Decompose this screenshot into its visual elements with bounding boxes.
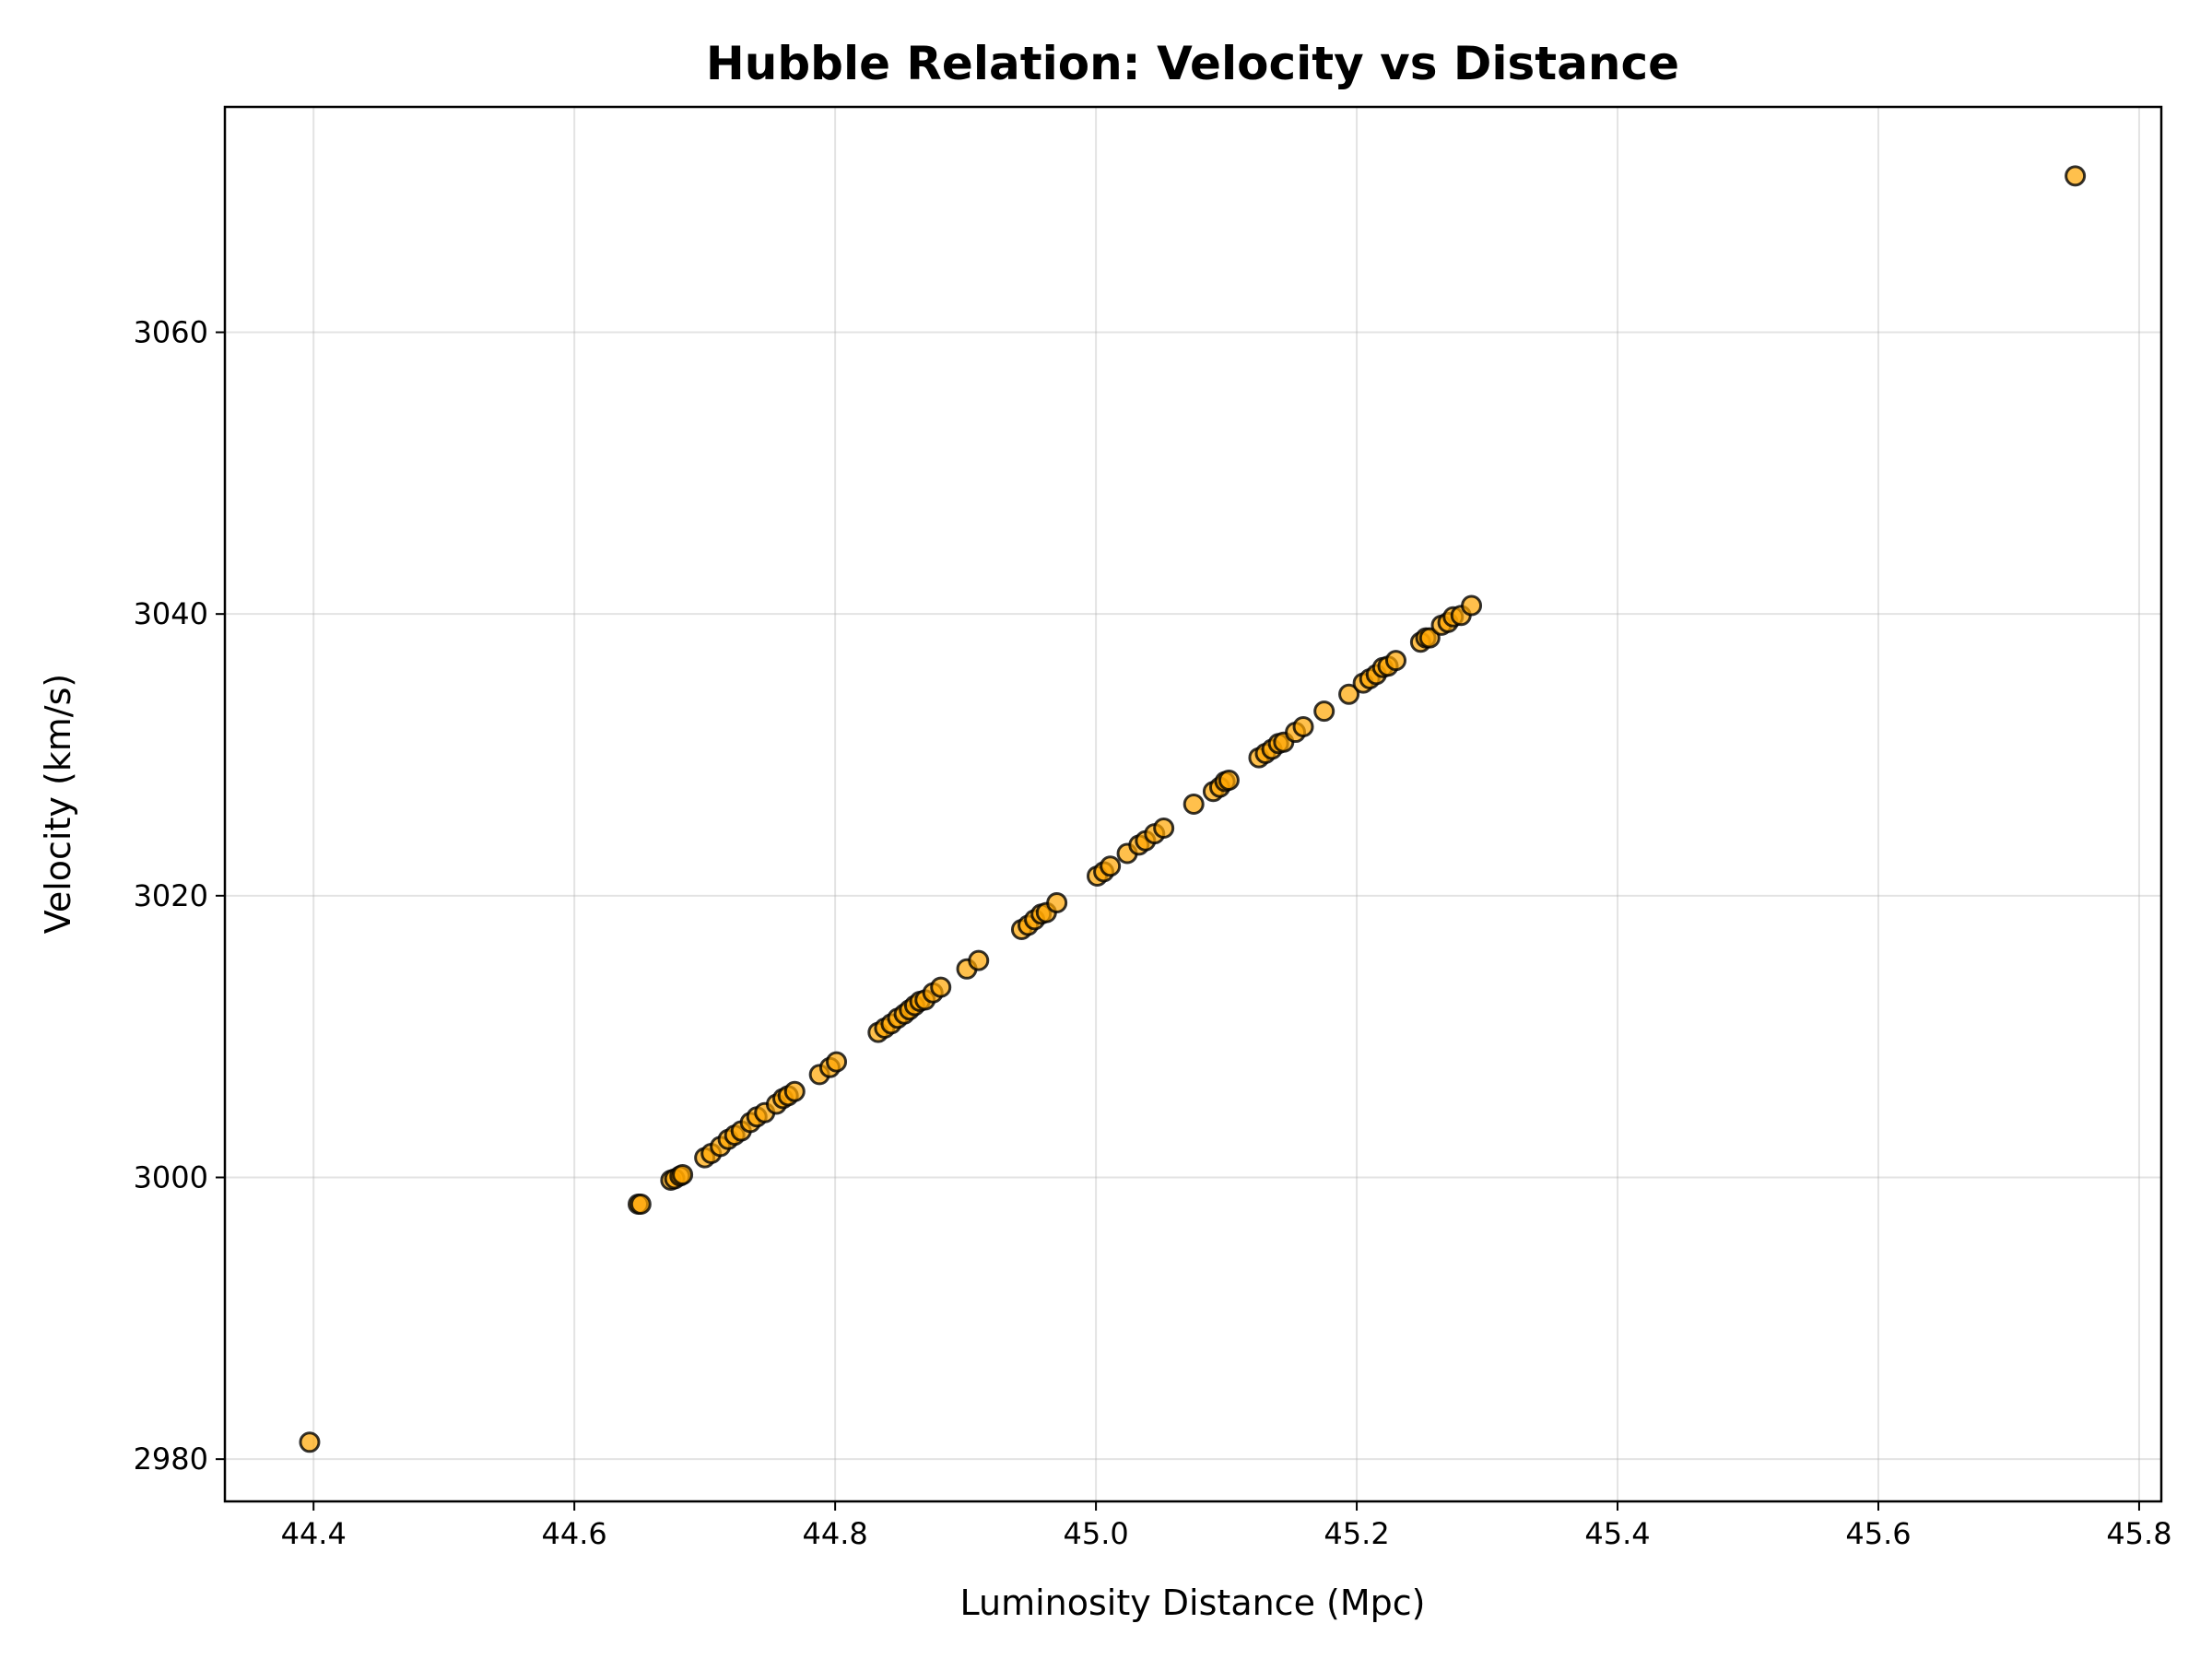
data-point (1338, 683, 1360, 705)
data-point (299, 1431, 321, 1453)
data-point (1461, 594, 1483, 617)
x-tick-label: 45.0 (1063, 1516, 1128, 1551)
data-point (1153, 817, 1175, 839)
x-axis-label: Luminosity Distance (Mpc) (959, 1583, 1425, 1623)
data-point (968, 949, 990, 971)
data-point (826, 1051, 848, 1073)
y-tick-label: 3000 (134, 1159, 208, 1194)
x-tick-label: 44.8 (803, 1516, 868, 1551)
data-point (930, 976, 952, 998)
y-axis-label: Velocity (km/s) (38, 674, 78, 934)
x-tick-label: 45.4 (1584, 1516, 1650, 1551)
y-tick-label: 3040 (134, 596, 208, 631)
axis-ticks: 44.4 44.6 44.8 45.0 45.2 45.4 45.6 45.8 2980 3000… (134, 315, 2172, 1551)
data-point (783, 1080, 806, 1102)
data-point (1418, 627, 1441, 649)
data-point (1218, 770, 1240, 792)
data-point (1313, 700, 1335, 723)
y-tick-label: 2980 (134, 1441, 208, 1477)
data-point (1182, 794, 1205, 815)
data-point (2065, 165, 2087, 187)
x-tick-label: 45.2 (1324, 1516, 1389, 1551)
data-point (1100, 855, 1122, 877)
data-point (629, 1194, 652, 1216)
x-tick-label: 44.4 (281, 1516, 347, 1551)
x-tick-label: 45.8 (2106, 1516, 2171, 1551)
data-point (1292, 715, 1314, 737)
grid (225, 107, 2161, 1501)
y-tick-label: 3060 (134, 315, 208, 350)
x-tick-label: 44.6 (542, 1516, 607, 1551)
chart-title: Hubble Relation: Velocity vs Distance (706, 37, 1679, 90)
y-tick-label: 3020 (134, 878, 208, 913)
plot-frame (223, 105, 2163, 1503)
data-point (1385, 650, 1407, 672)
data-points (299, 165, 2087, 1453)
x-tick-label: 45.6 (1845, 1516, 1911, 1551)
data-point (1046, 891, 1068, 913)
data-point (672, 1163, 694, 1185)
